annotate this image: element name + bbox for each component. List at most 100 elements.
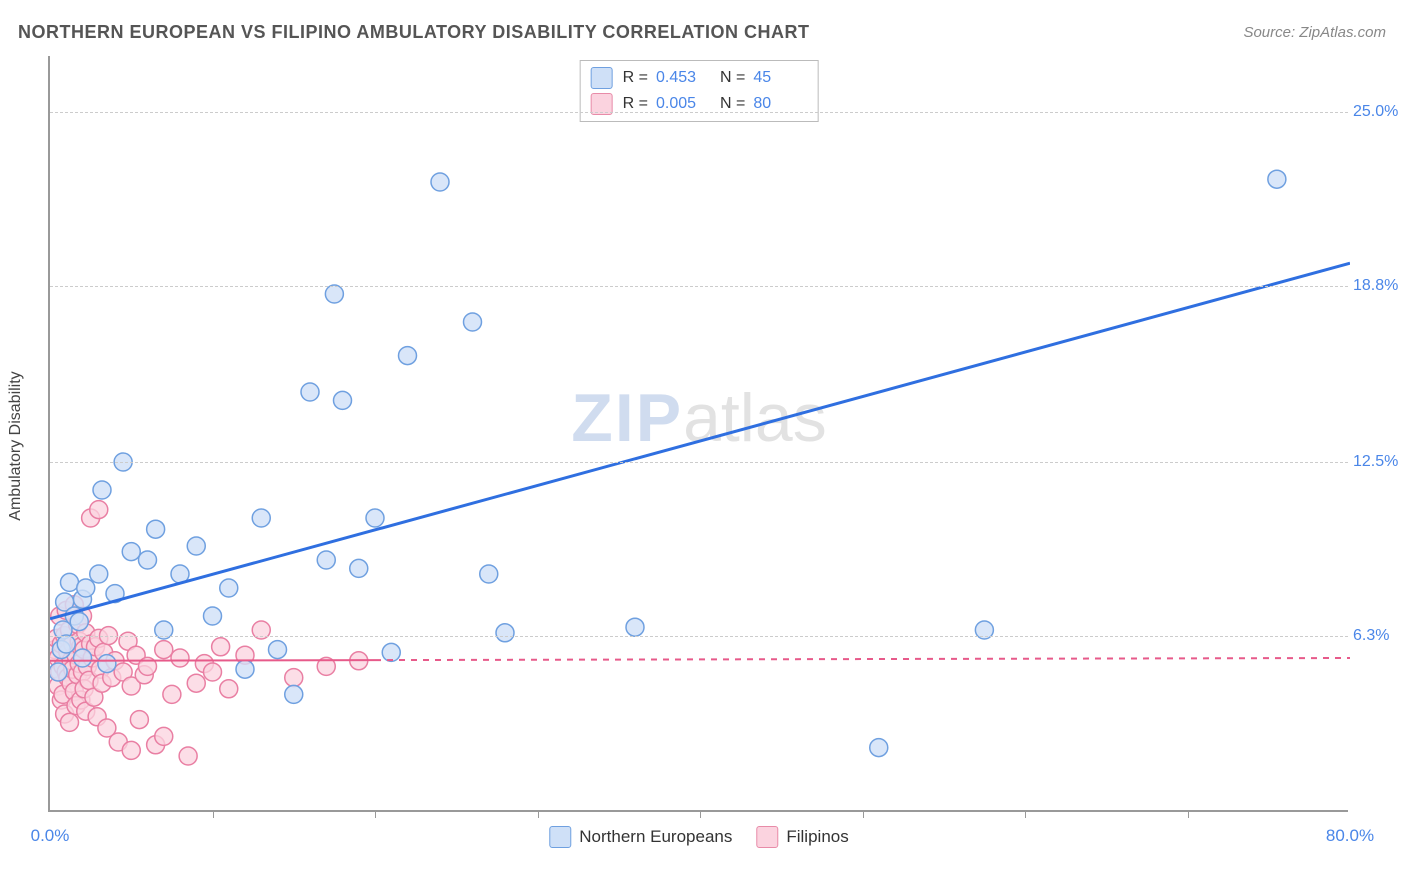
scatter-point-filipinos [82,509,100,527]
legend-n-label: N = [720,95,745,113]
scatter-point-northern-europeans [171,565,189,583]
scatter-point-filipinos [82,635,100,653]
gridline [50,112,1348,113]
scatter-point-filipinos [155,727,173,745]
legend-n-value: 45 [753,69,807,87]
scatter-point-filipinos [51,607,69,625]
scatter-point-filipinos [212,638,230,656]
ytick-label: 18.8% [1353,277,1406,295]
scatter-point-northern-europeans [350,559,368,577]
scatter-point-northern-europeans [236,660,254,678]
scatter-point-filipinos [75,641,93,659]
legend-row: R = 0.453 N = 45 [591,65,808,91]
scatter-point-filipinos [67,646,85,664]
scatter-point-northern-europeans [57,635,75,653]
scatter-point-filipinos [69,615,87,633]
scatter-point-filipinos [106,652,124,670]
scatter-point-filipinos [147,736,165,754]
scatter-point-northern-europeans [870,739,888,757]
scatter-point-filipinos [85,688,103,706]
scatter-point-northern-europeans [56,593,74,611]
scatter-point-filipinos [65,683,83,701]
legend-r-value: 0.453 [656,69,710,87]
trendline-filipinos [50,660,375,661]
scatter-point-filipinos [50,629,66,647]
scatter-point-northern-europeans [220,579,238,597]
xtick-mark [213,810,214,818]
scatter-point-filipinos [50,641,64,659]
scatter-point-filipinos [80,671,98,689]
scatter-point-filipinos [90,501,108,519]
trendline-extrapolated-filipinos [375,658,1350,660]
scatter-point-northern-europeans [74,649,92,667]
scatter-point-filipinos [70,655,88,673]
watermark-zip: ZIP [571,380,683,456]
scatter-point-filipinos [87,638,105,656]
scatter-point-filipinos [72,638,90,656]
scatter-point-filipinos [90,629,108,647]
scatter-point-filipinos [52,691,70,709]
scatter-point-filipinos [65,596,83,614]
gridline [50,636,1348,637]
scatter-point-northern-europeans [252,509,270,527]
scatter-point-northern-europeans [106,585,124,603]
legend-n-value: 80 [753,95,807,113]
scatter-point-filipinos [67,697,85,715]
scatter-point-filipinos [122,741,140,759]
xtick-mark [1188,810,1189,818]
scatter-point-northern-europeans [285,685,303,703]
scatter-point-filipinos [72,691,90,709]
scatter-point-filipinos [83,649,101,667]
scatter-point-northern-europeans [1268,170,1286,188]
scatter-point-filipinos [77,624,95,642]
scatter-point-filipinos [179,747,197,765]
scatter-point-filipinos [220,680,238,698]
scatter-point-filipinos [78,657,96,675]
scatter-point-filipinos [285,669,303,687]
scatter-point-filipinos [163,685,181,703]
scatter-point-northern-europeans [65,607,83,625]
gridline [50,286,1348,287]
scatter-point-filipinos [64,660,82,678]
scatter-point-northern-europeans [139,551,157,569]
scatter-point-filipinos [75,680,93,698]
xtick-mark [863,810,864,818]
scatter-point-northern-europeans [496,624,514,642]
scatter-point-filipinos [103,669,121,687]
scatter-point-northern-europeans [626,618,644,636]
scatter-point-filipinos [91,660,109,678]
scatter-point-filipinos [93,674,111,692]
legend-item: Filipinos [756,826,848,848]
legend-series-label: Filipinos [786,827,848,847]
plot-area: ZIPatlas R = 0.453 N = 45 R = 0.005 N = … [48,56,1348,812]
scatter-point-filipinos [74,663,92,681]
scatter-point-filipinos [109,733,127,751]
scatter-point-filipinos [62,674,80,692]
y-axis-label: Ambulatory Disability [7,371,25,520]
legend-n-label: N = [720,69,745,87]
scatter-point-northern-europeans [431,173,449,191]
scatter-point-filipinos [50,649,67,667]
scatter-point-northern-europeans [382,643,400,661]
scatter-point-filipinos [98,719,116,737]
scatter-point-northern-europeans [50,663,67,681]
scatter-point-northern-europeans [366,509,384,527]
xtick-label: 80.0% [1326,826,1374,846]
scatter-point-filipinos [204,663,222,681]
scatter-point-northern-europeans [399,347,417,365]
scatter-point-filipinos [155,641,173,659]
scatter-point-northern-europeans [77,579,95,597]
watermark-atlas: atlas [683,380,827,456]
xtick-mark [1025,810,1026,818]
watermark: ZIPatlas [571,379,826,457]
scatter-point-filipinos [56,705,74,723]
scatter-point-northern-europeans [52,641,70,659]
scatter-point-filipinos [95,643,113,661]
scatter-point-filipinos [122,677,140,695]
scatter-point-filipinos [64,635,82,653]
xtick-mark [538,810,539,818]
scatter-point-filipinos [171,649,189,667]
scatter-point-filipinos [236,646,254,664]
scatter-point-filipinos [57,601,75,619]
scatter-point-northern-europeans [269,641,287,659]
